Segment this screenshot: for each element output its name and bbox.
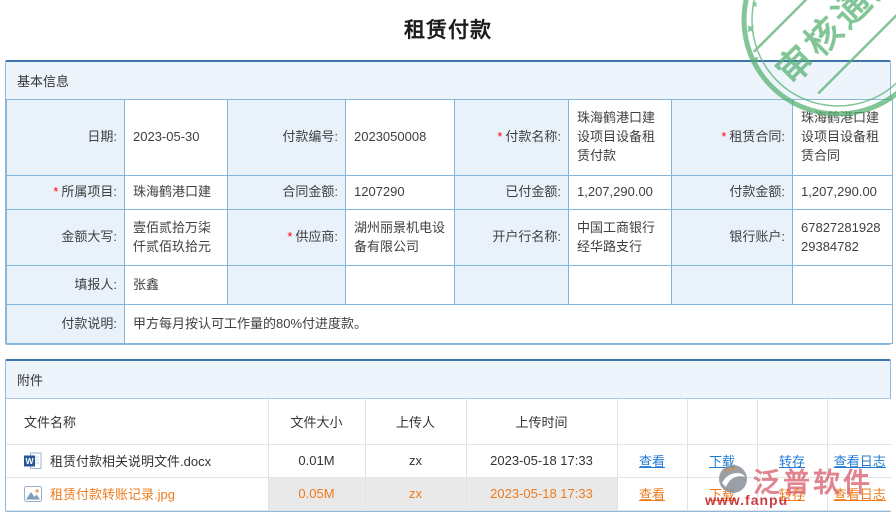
action-cell: 查看 bbox=[616, 443, 688, 478]
col-header-file-name: 文件名称 bbox=[6, 399, 269, 445]
lease-contract-value: 珠海鹤港口建设项目设备租赁合同 bbox=[792, 99, 893, 176]
payment-note-value: 甲方每月按认可工作量的80%付进度款。 bbox=[124, 304, 893, 344]
lease-contract-label: * 租赁合同: bbox=[671, 99, 793, 176]
date-value: 2023-05-30 bbox=[124, 99, 228, 176]
supplier-value: 湖州丽景机电设备有限公司 bbox=[345, 209, 455, 266]
file-name-cell: W 租赁付款相关说明文件.docx bbox=[6, 443, 269, 478]
file-uploader: zx bbox=[364, 443, 467, 478]
action-cell: 转存 bbox=[756, 443, 828, 478]
project-value: 珠海鹤港口建 bbox=[124, 175, 228, 210]
empty-label bbox=[454, 265, 569, 305]
paid-amount-label: 已付金额: bbox=[454, 175, 569, 210]
bank-account-value: 6782728192829384782 bbox=[792, 209, 893, 266]
paid-amount-value: 1,207,290.00 bbox=[568, 175, 672, 210]
attachments-table: 文件名称 文件大小 上传人 上传时间 W 租赁付款相关说明文件.docx 0.0… bbox=[6, 399, 892, 511]
action-cell: 查看 bbox=[616, 476, 688, 511]
supplier-label: * 供应商: bbox=[227, 209, 346, 266]
view-log-link[interactable]: 查看日志 bbox=[833, 454, 886, 469]
amount-words-value: 壹佰贰拾万柒仟贰佰玖拾元 bbox=[124, 209, 228, 266]
empty-label bbox=[671, 265, 793, 305]
download-link[interactable]: 下载 bbox=[708, 487, 735, 502]
table-row: 填报人: 张鑫 bbox=[6, 265, 893, 305]
col-header-empty bbox=[826, 399, 892, 445]
payment-amount-value: 1,207,290.00 bbox=[792, 175, 893, 210]
bank-account-label: 银行账户: bbox=[671, 209, 793, 266]
payment-no-label: 付款编号: bbox=[227, 99, 346, 176]
file-name-link[interactable]: 租赁付款转账记录.jpg bbox=[50, 487, 175, 502]
preparer-label: 填报人: bbox=[6, 265, 125, 305]
attachments-header-row: 文件名称 文件大小 上传人 上传时间 bbox=[6, 399, 892, 445]
file-name-cell: 租赁付款转账记录.jpg bbox=[6, 476, 269, 511]
payment-name-label: * 付款名称: bbox=[454, 99, 569, 176]
table-row: 付款说明: 甲方每月按认可工作量的80%付进度款。 bbox=[6, 304, 893, 344]
file-row: W 租赁付款相关说明文件.docx 0.01M zx 2023-05-18 17… bbox=[6, 443, 892, 478]
action-cell: 查看日志 bbox=[826, 443, 892, 478]
file-size: 0.01M bbox=[267, 443, 366, 478]
project-label: * 所属项目: bbox=[6, 175, 125, 210]
download-link[interactable]: 下载 bbox=[708, 454, 735, 469]
basic-info-section-header: 基本信息 bbox=[6, 62, 890, 99]
col-header-empty bbox=[756, 399, 828, 445]
bank-name-value: 中国工商银行经华路支行 bbox=[568, 209, 672, 266]
file-upload-time: 2023-05-18 17:33 bbox=[465, 443, 618, 478]
save-as-link[interactable]: 转存 bbox=[778, 487, 805, 502]
action-cell: 下载 bbox=[686, 476, 758, 511]
table-row: * 所属项目: 珠海鹤港口建 合同金额: 1207290 已付金额: 1,207,… bbox=[6, 175, 893, 210]
basic-info-table: 日期: 2023-05-30 付款编号: 2023050008 * 付款名称: 珠… bbox=[6, 99, 893, 344]
file-uploader: zx bbox=[364, 476, 467, 511]
basic-info-section: 基本信息 日期: 2023-05-30 付款编号: 2023050008 * 付款… bbox=[5, 60, 893, 345]
payment-note-label: 付款说明: bbox=[6, 304, 125, 344]
save-as-link[interactable]: 转存 bbox=[778, 454, 805, 469]
amount-words-label: 金额大写: bbox=[6, 209, 125, 266]
word-file-icon: W bbox=[24, 452, 42, 470]
empty-value bbox=[568, 265, 672, 305]
table-row: 金额大写: 壹佰贰拾万柒仟贰佰玖拾元 * 供应商: 湖州丽景机电设备有限公司 开户… bbox=[6, 209, 893, 266]
date-label: 日期: bbox=[6, 99, 125, 176]
action-cell: 转存 bbox=[756, 476, 828, 511]
payment-no-value: 2023050008 bbox=[345, 99, 455, 176]
contract-amount-value: 1207290 bbox=[345, 175, 455, 210]
col-header-file-size: 文件大小 bbox=[267, 399, 366, 445]
empty-label bbox=[227, 265, 346, 305]
col-header-upload-time: 上传时间 bbox=[465, 399, 618, 445]
payment-name-value: 珠海鹤港口建设项目设备租赁付款 bbox=[568, 99, 672, 176]
bank-name-label: 开户行名称: bbox=[454, 209, 569, 266]
view-link[interactable]: 查看 bbox=[638, 487, 665, 502]
payment-amount-label: 付款金额: bbox=[671, 175, 793, 210]
contract-amount-label: 合同金额: bbox=[227, 175, 346, 210]
table-row: 日期: 2023-05-30 付款编号: 2023050008 * 付款名称: 珠… bbox=[6, 99, 893, 176]
view-link[interactable]: 查看 bbox=[638, 454, 665, 469]
col-header-empty bbox=[616, 399, 688, 445]
page-title: 租赁付款 bbox=[404, 19, 492, 42]
image-file-icon bbox=[24, 485, 42, 503]
svg-text:W: W bbox=[25, 456, 34, 466]
preparer-value: 张鑫 bbox=[124, 265, 228, 305]
view-log-link[interactable]: 查看日志 bbox=[833, 487, 886, 502]
empty-value bbox=[792, 265, 893, 305]
file-row: 租赁付款转账记录.jpg 0.05M zx 2023-05-18 17:33 查… bbox=[6, 476, 892, 511]
col-header-empty bbox=[686, 399, 758, 445]
empty-value bbox=[345, 265, 455, 305]
file-name-link[interactable]: 租赁付款相关说明文件.docx bbox=[50, 454, 212, 469]
attachments-section: 附件 文件名称 文件大小 上传人 上传时间 W 租赁付款相关说明文件.docx … bbox=[5, 359, 892, 512]
file-upload-time: 2023-05-18 17:33 bbox=[465, 476, 618, 511]
action-cell: 查看日志 bbox=[826, 476, 892, 511]
action-cell: 下载 bbox=[686, 443, 758, 478]
col-header-uploader: 上传人 bbox=[364, 399, 467, 445]
file-size: 0.05M bbox=[267, 476, 366, 511]
attachments-section-header: 附件 bbox=[6, 361, 890, 399]
